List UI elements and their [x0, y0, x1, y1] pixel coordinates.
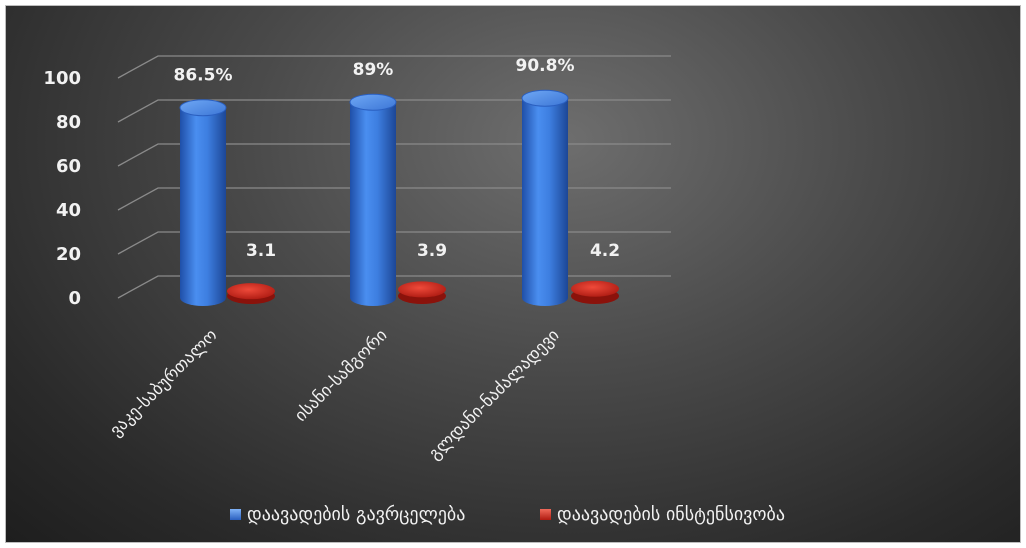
bar-დაავადების გავრცელება	[349, 93, 397, 306]
data-label: 3.9	[417, 241, 447, 261]
bar-დაავადების ინსტენსივობა	[227, 283, 275, 304]
gridlines	[117, 55, 671, 299]
bar-დაავადების ინსტენსივობა	[398, 281, 446, 304]
gridline	[117, 275, 671, 299]
legend-item: დაავადების ინსტენსივობა	[540, 504, 785, 525]
gridline	[117, 99, 671, 123]
data-labels: 86.5% 3.1 89% 3.9 90.8% 4.2	[174, 56, 621, 261]
gridline	[117, 143, 671, 167]
gridline	[117, 55, 671, 79]
category-label: ისანი-სამგორი	[291, 325, 391, 425]
y-tick-label: 100	[43, 68, 81, 89]
bar-დაავადების გავრცელება	[521, 89, 569, 307]
chart-canvas: 0 20 40 60 80 100 86.5% 3.1 89% 3.9 90.8% 4.2 ვაკე…	[43, 55, 785, 525]
legend-label: დაავადების გავრცელება	[247, 504, 465, 525]
y-tick-label: 60	[56, 156, 81, 177]
legend-swatch	[230, 509, 241, 520]
y-tick-label: 0	[68, 288, 81, 309]
y-axis-ticks: 0 20 40 60 80 100	[43, 68, 81, 309]
legend-item: დაავადების გავრცელება	[230, 504, 465, 525]
category-labels: ვაკე-საბურთალო ისანი-სამგორი გლდანი-ნაძალა…	[106, 325, 563, 464]
legend-label: დაავადების ინსტენსივობა	[557, 504, 785, 525]
chart-area: 0 20 40 60 80 100 86.5% 3.1 89% 3.9 90.8% 4.2 ვაკე…	[5, 5, 1021, 543]
legend: დაავადების გავრცელება დაავადების ინსტენსი…	[230, 504, 785, 525]
data-label: 86.5%	[174, 66, 233, 86]
legend-swatch	[540, 509, 551, 520]
data-label: 4.2	[590, 241, 620, 261]
gridline	[117, 187, 671, 211]
data-label: 3.1	[246, 241, 276, 261]
data-label: 90.8%	[516, 56, 575, 76]
bar-დაავადების ინსტენსივობა	[571, 280, 619, 304]
category-label: გლდანი-ნაძალადევი	[425, 325, 564, 464]
y-tick-label: 20	[56, 244, 81, 265]
y-tick-label: 80	[56, 112, 81, 133]
bar-დაავადების გავრცელება	[179, 99, 227, 306]
bars	[179, 89, 619, 307]
data-label: 89%	[353, 60, 394, 80]
category-label: ვაკე-საბურთალო	[106, 325, 221, 440]
gridline	[117, 231, 671, 255]
y-tick-label: 40	[56, 200, 81, 221]
